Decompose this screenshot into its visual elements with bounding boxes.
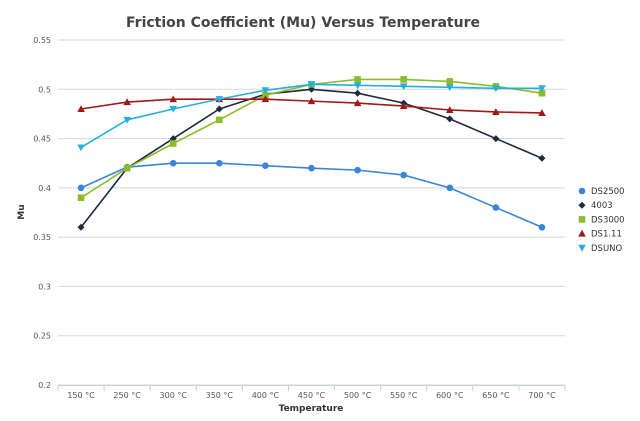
legend-marker-icon [578,216,586,223]
data-point [77,184,85,192]
data-point [261,87,270,95]
data-point [399,83,408,91]
data-point [308,164,315,172]
data-point [77,144,85,152]
data-point [492,204,500,211]
chart-title: Friction Coefficient (Mu) Versus Tempera… [126,15,480,31]
series-ds1-11 [77,95,546,116]
data-point [354,166,361,174]
x-tick-label: 300 °C [160,391,188,400]
data-point [353,99,362,107]
y-tick-label: 0.3 [38,282,51,291]
data-point [538,154,546,162]
y-tick-label: 0.4 [38,184,51,193]
data-point [492,135,500,143]
data-point [169,140,177,147]
data-point [77,223,85,231]
x-tick-label: 650 °C [482,391,510,400]
x-tick-label: 250 °C [113,391,141,400]
y-tick-label: 0.45 [33,135,51,144]
data-point [169,106,178,113]
y-tick-label: 0.35 [33,233,51,242]
data-point [216,159,223,167]
x-axis-title: Temperature [279,404,344,414]
series-line [80,162,543,229]
x-tick-label: 400 °C [252,391,280,400]
data-point [538,89,546,97]
data-point [446,184,454,192]
y-tick-label: 0.2 [38,381,51,390]
data-point [446,115,454,123]
legend-label: 4003 [591,201,613,211]
data-point [169,95,178,103]
data-point [77,105,85,112]
data-point [262,91,269,99]
legend-item[interactable]: DS1.11 [578,230,622,240]
series-line [80,88,543,228]
y-tick-label: 0.55 [33,36,51,45]
legend-label: DS2500 [591,187,625,197]
data-point [400,171,407,179]
series-dsuno [77,81,546,152]
data-point [215,96,224,103]
x-tick-label: 700 °C [528,391,556,400]
legend-marker-icon [578,187,586,195]
data-point [307,81,316,89]
x-tick-label: 550 °C [390,391,418,400]
data-point [353,82,362,90]
data-point [492,108,500,115]
y-axis-title: Mu [17,204,27,219]
data-point [399,102,408,110]
x-tick-label: 450 °C [298,391,326,400]
legend-item[interactable]: DSUNO [578,244,623,254]
data-point [354,76,361,83]
data-point [538,109,546,116]
legend-marker-icon [578,244,586,252]
data-point [123,98,131,106]
data-point [215,105,223,113]
data-point [492,85,500,93]
y-tick-label: 0.25 [33,332,51,341]
legend-item[interactable]: DS3000 [578,215,625,225]
data-point [445,106,454,113]
data-point [262,162,269,169]
legend-item[interactable]: DS2500 [578,187,625,197]
x-tick-label: 500 °C [344,391,372,400]
legend-label: DSUNO [591,244,623,254]
x-tick-label: 600 °C [436,391,464,400]
legend-marker-icon [578,229,586,237]
x-tick-label: 350 °C [206,391,234,400]
data-point [538,223,546,231]
data-point [446,78,454,85]
data-point [216,116,223,124]
data-point [400,76,407,83]
x-tick-label: 150 °C [67,391,95,400]
data-point [445,84,454,92]
legend-label: DS1.11 [591,230,622,240]
data-point [354,89,362,97]
data-point [77,194,85,202]
data-point [123,116,131,124]
legend-marker-icon [578,201,586,209]
data-point [169,159,177,167]
series-line [80,83,542,149]
data-point [538,85,546,93]
legend-label: DS3000 [591,215,625,225]
series-ds2500 [77,159,546,231]
y-tick-label: 0.5 [38,85,51,94]
series-4003 [77,85,546,231]
data-point [123,164,131,172]
data-point [307,97,316,105]
data-point [261,95,270,103]
legend-item[interactable]: 4003 [578,201,613,211]
